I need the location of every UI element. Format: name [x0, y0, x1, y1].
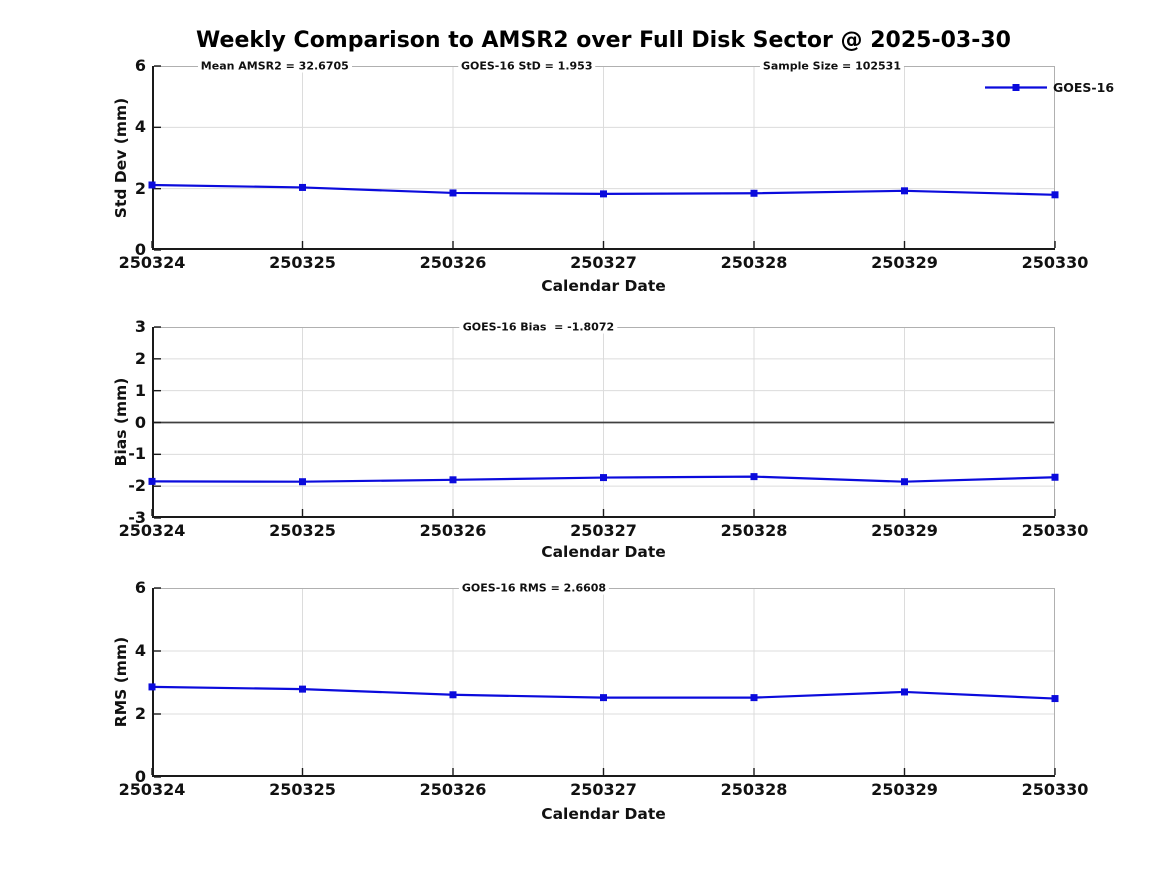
data-point-marker [299, 478, 306, 486]
y-axis-label-std-dev: Std Dev (mm) [112, 97, 130, 219]
data-point-marker [750, 473, 758, 481]
y-tick-label: 3 [134, 317, 146, 336]
data-point-marker [1051, 191, 1059, 199]
y-tick-label: 6 [134, 56, 146, 75]
data-point-marker [148, 683, 156, 691]
x-tick-label: 250328 [720, 521, 788, 540]
x-tick-label: 250327 [570, 780, 637, 799]
y-tick-label: -2 [128, 476, 146, 496]
y-tick-label: 0 [134, 767, 146, 786]
y-tick-label: 2 [134, 704, 146, 723]
x-axis-label-calendar-date-2: Calendar Date [541, 543, 666, 561]
std-dev-plot [148, 65, 1059, 251]
data-point-marker [600, 190, 607, 198]
y-tick-label: 2 [134, 178, 146, 198]
data-point-marker [600, 694, 607, 702]
rms-plot [148, 587, 1059, 778]
std-dev-annotation: GOES-16 StD = 1.953 [457, 59, 596, 73]
data-point-marker [901, 688, 908, 696]
x-tick-label: 250329 [871, 780, 938, 799]
x-tick-label: 250327 [570, 253, 637, 272]
data-point-marker [449, 691, 457, 699]
x-axis-label-calendar-date-3: Calendar Date [541, 805, 666, 823]
x-tick-label: 250324 [118, 521, 186, 540]
x-tick-label: 250330 [1021, 521, 1089, 540]
x-tick-label: 250328 [720, 780, 788, 799]
rms-annotation: GOES-16 RMS = 2.6608 [458, 581, 610, 595]
y-tick-label: 1 [134, 380, 146, 400]
y-tick-label: 4 [134, 641, 146, 660]
x-tick-label: 250327 [570, 521, 637, 540]
legend-label: GOES-16 [1053, 79, 1115, 95]
y-axis-label-rms: RMS (mm) [112, 636, 130, 728]
data-point-marker [299, 685, 306, 693]
data-point-marker [901, 478, 908, 486]
data-point-marker [299, 183, 306, 191]
y-tick-label: -1 [128, 444, 146, 464]
legend: GOES-16 [985, 79, 1115, 95]
x-tick-label: 250324 [118, 253, 186, 272]
y-tick-label: 2 [134, 348, 146, 368]
bias-plot [148, 326, 1059, 519]
x-tick-label: 250325 [269, 780, 336, 799]
y-axis-label-bias: Bias (mm) [112, 377, 130, 467]
x-tick-label: 250326 [419, 253, 487, 272]
y-tick-label: 0 [134, 412, 146, 432]
x-tick-label: 250325 [269, 253, 336, 272]
std-dev-annotation: Mean AMSR2 = 32.6705 [197, 59, 352, 73]
x-tick-label: 250326 [419, 780, 487, 799]
y-tick-label: -3 [128, 508, 146, 527]
x-tick-label: 250324 [118, 780, 186, 799]
y-tick-label: 0 [134, 240, 146, 259]
data-point-marker [750, 189, 758, 197]
data-point-marker [750, 694, 758, 702]
x-tick-label: 250329 [871, 253, 938, 272]
x-tick-label: 250330 [1021, 253, 1089, 272]
y-tick-label: 4 [134, 117, 146, 137]
data-point-marker [1051, 473, 1059, 481]
x-axis-label-calendar-date-1: Calendar Date [541, 277, 666, 295]
data-point-marker [449, 189, 457, 197]
data-point-marker [901, 187, 908, 195]
x-tick-label: 250330 [1021, 780, 1089, 799]
figure-title: Weekly Comparison to AMSR2 over Full Dis… [196, 28, 1011, 53]
data-point-marker [449, 476, 457, 484]
x-tick-label: 250328 [720, 253, 788, 272]
legend-line-icon [985, 83, 1047, 91]
x-tick-label: 250329 [871, 521, 938, 540]
y-tick-label: 6 [134, 578, 146, 597]
x-tick-label: 250326 [419, 521, 487, 540]
data-point-marker [600, 474, 607, 482]
x-tick-label: 250325 [269, 521, 336, 540]
std-dev-annotation: Sample Size = 102531 [759, 59, 905, 73]
data-point-marker [148, 181, 156, 189]
data-point-marker [148, 477, 156, 485]
bias-annotation: GOES-16 Bias = -1.8072 [459, 320, 618, 334]
data-point-marker [1051, 695, 1059, 703]
